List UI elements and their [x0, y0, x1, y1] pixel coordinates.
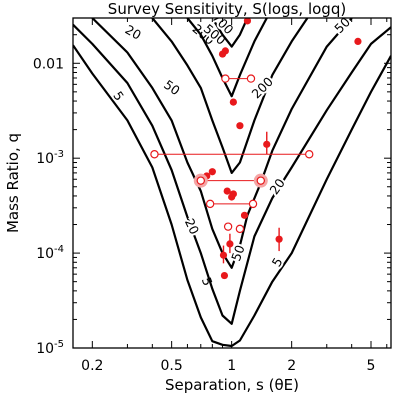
contour-5 [73, 44, 391, 348]
data-point-9 [223, 187, 231, 195]
y-tick-label: 10-4 [36, 244, 64, 262]
y-tick-label: 10-3 [36, 149, 64, 167]
data-point-open-21 [223, 222, 233, 231]
data-point-14 [226, 240, 234, 248]
chart-title: Survey Sensitivity, S(logs, logq) [108, 0, 346, 18]
contour-label-20: 20 [182, 216, 202, 237]
y-axis-label: Mass Ratio, q [4, 133, 22, 233]
data-point-open-end-20 [248, 199, 258, 209]
contour-500 [186, 18, 268, 98]
data-point-16 [220, 271, 229, 280]
data-point-open-end-18 [305, 150, 314, 159]
contour-50 [91, 18, 353, 269]
data-point-open-22 [235, 224, 245, 234]
points-group [150, 18, 362, 280]
data-point-open-20 [205, 199, 215, 209]
x-tick-label: 0.2 [81, 358, 103, 374]
data-point-open-end-19 [256, 176, 265, 185]
data-point-open-18 [150, 150, 159, 159]
contour-label-50: 50 [161, 77, 183, 98]
data-point-5 [236, 122, 244, 130]
y-tick-label: 10-5 [36, 339, 64, 357]
data-point-0 [243, 18, 252, 25]
x-tick-label: 0.5 [161, 358, 183, 374]
x-tick-label: 1 [227, 358, 236, 374]
y-tick-label: 0.01 [33, 56, 64, 72]
data-point-7 [208, 168, 216, 176]
plot-frame [72, 17, 392, 349]
data-point-3 [354, 37, 362, 46]
ticks-group: 0.2 0.5 1 2 5 0.01 10-3 10-4 10-5 [33, 17, 391, 374]
contour-label-5: 5 [199, 275, 216, 288]
data-point-11 [228, 193, 236, 201]
x-axis-label: Separation, s (θE) [165, 376, 299, 394]
data-point-12 [240, 211, 249, 219]
data-point-6 [263, 140, 271, 148]
x-tick-label: 5 [367, 358, 376, 374]
data-point-13 [275, 235, 283, 243]
data-point-open-17 [221, 74, 230, 83]
contour-700 [211, 18, 249, 48]
data-point-4 [229, 98, 237, 106]
data-point-2 [218, 50, 227, 58]
x-tick-label: 2 [287, 358, 296, 374]
contour-20 [73, 23, 391, 325]
data-point-open-end-17 [246, 74, 256, 83]
data-point-open-19 [196, 176, 205, 185]
contour-label-20: 20 [123, 22, 144, 43]
contour-200 [151, 18, 309, 174]
data-point-15 [219, 251, 228, 259]
